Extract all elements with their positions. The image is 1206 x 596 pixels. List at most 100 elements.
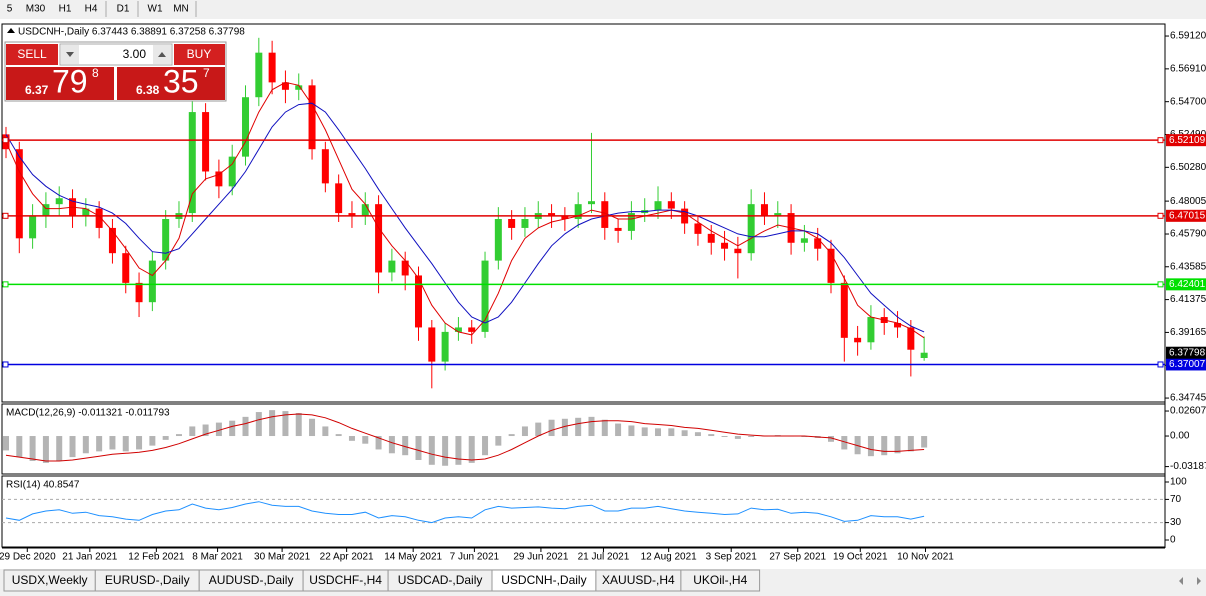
- macd-bar: [42, 436, 49, 463]
- rsi-title: RSI(14) 40.8547: [6, 480, 80, 491]
- candle-body: [587, 201, 595, 205]
- candle-body: [29, 216, 37, 239]
- timeframe-button[interactable]: H1: [59, 4, 72, 15]
- timeframe-button[interactable]: W1: [148, 4, 163, 15]
- candle-body: [55, 198, 63, 205]
- macd-bar: [242, 416, 249, 437]
- level-handle: [1157, 212, 1164, 219]
- candle-body: [854, 337, 862, 343]
- timeframe-button[interactable]: H4: [85, 4, 98, 15]
- x-tick-label: 21 Jan 2021: [62, 552, 117, 563]
- macd-bar: [322, 426, 329, 437]
- macd-bar: [907, 436, 914, 452]
- candle-body: [361, 204, 369, 217]
- macd-bar: [375, 436, 382, 450]
- timeframe-button[interactable]: D1: [117, 4, 130, 15]
- macd-bar: [388, 436, 395, 454]
- candle-body: [627, 213, 635, 231]
- macd-bar: [867, 436, 874, 457]
- candle-body: [774, 213, 782, 217]
- candle-body: [215, 171, 223, 187]
- candle-body: [401, 260, 409, 276]
- tab-label[interactable]: AUDUSD-,Daily: [209, 573, 294, 587]
- macd-bar: [16, 436, 23, 458]
- tab-scroll-left[interactable]: [1179, 577, 1183, 585]
- macd-bar: [442, 436, 449, 466]
- y-tick-label: 6.48005: [1170, 196, 1206, 207]
- macd-bar: [189, 426, 196, 437]
- candle-body: [135, 282, 143, 303]
- timeframe-button[interactable]: M30: [26, 4, 46, 15]
- macd-bar: [402, 436, 409, 456]
- macd-bar: [162, 436, 169, 440]
- candle-body: [481, 260, 489, 332]
- tab-label[interactable]: USDX,Weekly: [12, 573, 88, 587]
- y-tick-label: 100: [1170, 477, 1187, 488]
- candle-body: [561, 216, 569, 220]
- bid-box[interactable]: [6, 67, 114, 100]
- buy-label[interactable]: BUY: [187, 47, 212, 61]
- candle-body: [574, 204, 582, 220]
- macd-bar: [175, 434, 182, 437]
- y-tick-label: -0.03187: [1170, 461, 1206, 472]
- level-handle: [2, 361, 9, 368]
- candle-body: [162, 219, 170, 261]
- tab[interactable]: [680, 569, 761, 592]
- x-tick-label: 10 Nov 2021: [897, 552, 954, 563]
- macd-bar: [894, 436, 901, 454]
- x-tick-label: 3 Sep 2021: [706, 552, 758, 563]
- level-handle: [1157, 137, 1164, 144]
- macd-bar: [468, 436, 475, 463]
- timeframe-button[interactable]: 5: [7, 4, 13, 15]
- candle-body: [601, 201, 609, 228]
- level-handle: [2, 212, 9, 219]
- candle-body: [920, 352, 928, 358]
- level-label-bg: [1166, 134, 1206, 147]
- candle-body: [814, 238, 822, 249]
- lot-input[interactable]: [59, 43, 173, 66]
- candle-body: [614, 227, 622, 231]
- tab-label[interactable]: EURUSD-,Daily: [105, 573, 190, 587]
- candle-body: [255, 52, 263, 98]
- macd-bar: [801, 436, 808, 437]
- chart-title: USDCNH-,Daily 6.37443 6.38891 6.37258 6.…: [18, 27, 245, 38]
- y-tick-label: 30: [1170, 517, 1182, 528]
- macd-bar: [708, 434, 715, 437]
- sell-button[interactable]: [6, 44, 58, 65]
- candle-body: [840, 282, 848, 338]
- candle-body: [521, 219, 529, 228]
- macd-bar: [841, 436, 848, 450]
- sell-label[interactable]: SELL: [17, 47, 47, 61]
- tab-label[interactable]: USDCHF-,H4: [309, 573, 382, 587]
- current-price-bg: [1166, 346, 1206, 359]
- macd-bar: [149, 436, 156, 446]
- candle-body: [454, 327, 462, 332]
- macd-bar: [202, 424, 209, 437]
- lot-value[interactable]: 3.00: [123, 47, 147, 61]
- candle-body: [494, 219, 502, 261]
- tab-label[interactable]: UKOil-,H4: [693, 573, 747, 587]
- candle-body: [308, 85, 316, 150]
- tab-label[interactable]: XAUUSD-,H4: [602, 573, 675, 587]
- ask-box[interactable]: [117, 67, 225, 100]
- candle-body: [335, 183, 343, 214]
- x-tick-label: 21 Jul 2021: [578, 552, 630, 563]
- macd-bar: [694, 432, 701, 437]
- macd-bar: [2, 436, 9, 451]
- buy-button[interactable]: [174, 44, 225, 65]
- macd-bar: [348, 436, 355, 441]
- candle-body: [867, 317, 875, 343]
- x-tick-label: 14 May 2021: [384, 552, 442, 563]
- candle-body: [694, 223, 702, 234]
- y-tick-label: 6.34745: [1170, 393, 1206, 404]
- macd-bar: [29, 436, 36, 461]
- tab-label[interactable]: USDCAD-,Daily: [398, 573, 483, 587]
- tab-scroll-right[interactable]: [1197, 577, 1201, 585]
- timeframe-button[interactable]: MN: [173, 4, 189, 15]
- tab-label[interactable]: USDCNH-,Daily: [501, 573, 586, 587]
- x-tick-label: 19 Oct 2021: [833, 552, 888, 563]
- candle-body: [348, 213, 356, 217]
- candle-body: [654, 201, 662, 211]
- level-handle: [2, 281, 9, 288]
- candle-body: [760, 204, 768, 217]
